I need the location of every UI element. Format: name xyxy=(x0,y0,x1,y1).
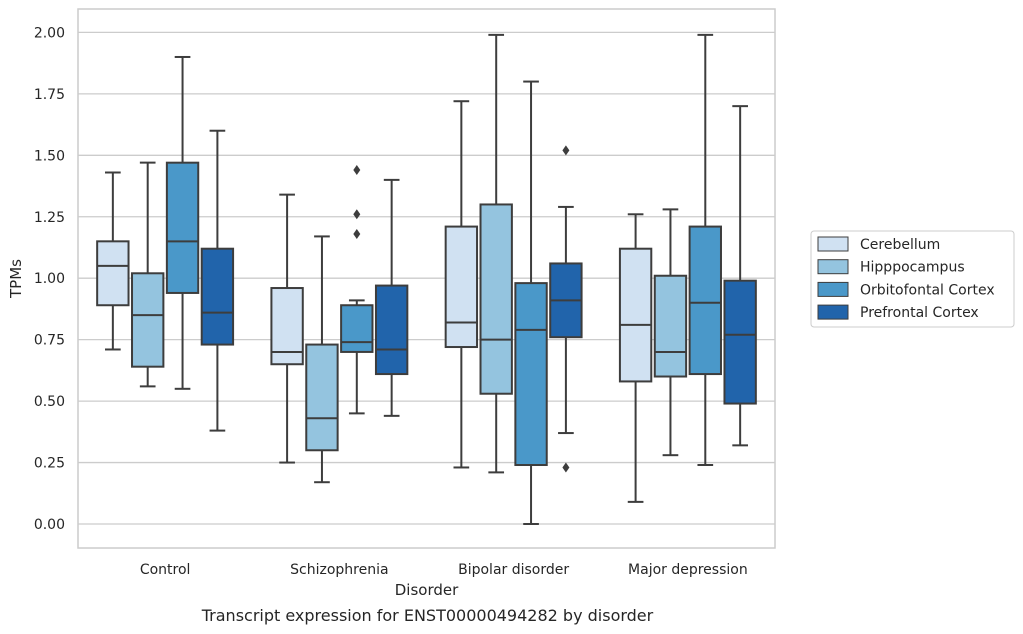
box-3-2 xyxy=(688,33,722,467)
box-body xyxy=(688,225,722,376)
box-0-3 xyxy=(200,129,235,432)
legend-swatch xyxy=(817,304,849,320)
box-3-0 xyxy=(618,213,653,503)
legend: Cerebellum Hipppocampus Orbitofontal Corte… xyxy=(810,230,1015,328)
x-axis-title: Disorder xyxy=(395,581,459,599)
box-body xyxy=(305,343,339,452)
box-body xyxy=(165,161,200,294)
y-tick-label: 1.50 xyxy=(34,148,65,164)
box-body xyxy=(96,240,130,307)
legend-swatch xyxy=(817,259,849,275)
y-tick-label: 2.00 xyxy=(34,25,65,41)
x-tick-label: Bipolar disorder xyxy=(458,562,569,578)
outlier-point xyxy=(562,462,570,473)
box-2-2 xyxy=(514,80,548,525)
legend-label: Orbitofontal Cortex xyxy=(860,282,995,298)
box-0-1 xyxy=(131,161,165,388)
y-tick-label: 1.75 xyxy=(34,87,65,103)
box-body xyxy=(723,279,757,405)
box-3-3 xyxy=(723,105,757,447)
box-2-1 xyxy=(479,33,513,474)
box-3-1 xyxy=(653,208,688,457)
box-1-2 xyxy=(340,165,374,415)
box-0-2 xyxy=(165,55,200,390)
box-1-1 xyxy=(305,235,339,484)
y-tick-label: 0.25 xyxy=(34,456,65,472)
y-tick-label: 0.00 xyxy=(34,517,65,533)
y-tick-label: 0.75 xyxy=(34,333,65,349)
x-tick-label: Control xyxy=(140,562,191,578)
legend-swatch xyxy=(817,281,849,297)
box-body xyxy=(444,225,479,349)
outlier-point xyxy=(353,228,361,239)
x-axis-ticks: Control Schizophrenia Bipolar disorder Majo… xyxy=(140,562,748,578)
x-tick-label: Major depression xyxy=(628,562,748,578)
box-body xyxy=(374,284,409,376)
outlier-point xyxy=(353,209,361,220)
y-axis-ticks: 0.00 0.25 0.50 0.75 1.00 1.25 1.50 1.75 2.00 xyxy=(34,25,65,533)
y-tick-label: 1.25 xyxy=(34,210,65,226)
box-body xyxy=(653,274,688,378)
x-tick-label: Schizophrenia xyxy=(290,562,388,578)
plot-frame xyxy=(77,8,776,549)
legend-label: Hipppocampus xyxy=(860,260,965,276)
box-body xyxy=(131,272,165,368)
y-axis-title: TPMs xyxy=(7,259,25,299)
box-body xyxy=(514,282,548,467)
box-1-0 xyxy=(270,193,304,464)
box-body xyxy=(479,203,513,395)
y-tick-label: 0.50 xyxy=(34,394,65,410)
box-2-3 xyxy=(549,145,583,473)
outlier-point xyxy=(353,165,361,176)
box-1-3 xyxy=(374,178,409,417)
legend-label: Prefrontal Cortex xyxy=(860,305,979,321)
y-tick-label: 1.00 xyxy=(34,271,65,287)
legend-label: Cerebellum xyxy=(860,237,940,253)
box-body xyxy=(618,247,653,383)
legend-swatch xyxy=(817,236,849,252)
box-0-0 xyxy=(96,171,130,351)
legend-frame xyxy=(810,230,1015,328)
box-2-0 xyxy=(444,100,479,469)
box-body xyxy=(200,247,235,346)
outlier-point xyxy=(562,145,570,156)
box-body xyxy=(340,304,374,353)
chart-caption: Transcript expression for ENST0000049428… xyxy=(201,606,654,625)
boxes xyxy=(96,33,757,525)
